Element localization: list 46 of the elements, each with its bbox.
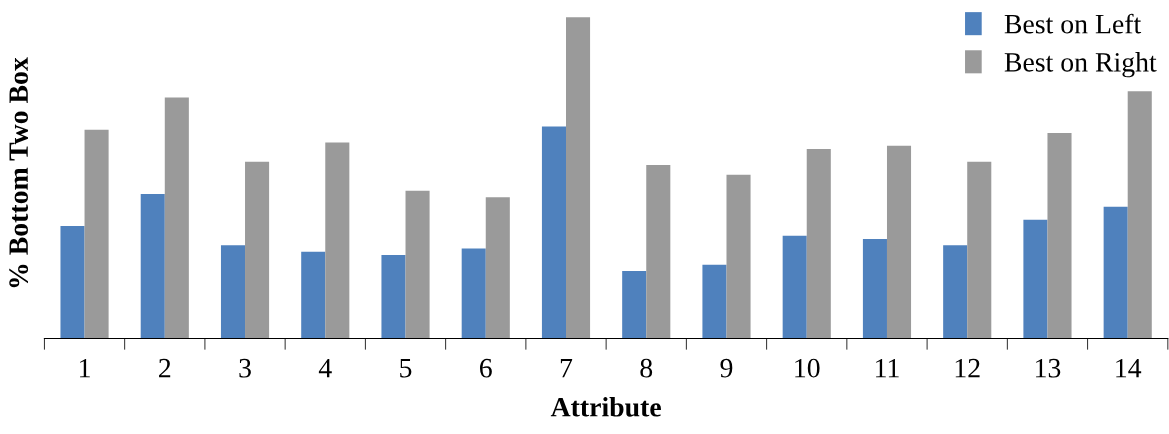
- legend-label: Best on Left: [1004, 13, 1142, 34]
- bar: [485, 197, 510, 339]
- x-tick-label: 10: [795, 358, 820, 378]
- bar: [164, 97, 189, 339]
- bar: [461, 248, 486, 339]
- bar: [782, 235, 807, 339]
- x-tick-label: 12: [955, 358, 980, 378]
- x-tick-label: 3: [239, 358, 251, 378]
- bar: [301, 251, 326, 339]
- bar: [140, 193, 165, 339]
- x-tick-label: 4: [318, 358, 332, 378]
- x-tick-label: 8: [640, 358, 653, 378]
- x-tick-label: 7: [560, 359, 573, 378]
- bar: [702, 264, 727, 339]
- bar: [381, 255, 406, 339]
- x-tick-label: 11: [876, 358, 899, 378]
- bar: [622, 271, 647, 339]
- bar: [60, 226, 85, 339]
- x-tick-label: 14: [1116, 358, 1142, 378]
- bar: [220, 245, 246, 339]
- x-tick-label: 6: [480, 358, 492, 378]
- bar: [84, 129, 109, 339]
- bar: [325, 142, 350, 339]
- x-tick-label: 2: [159, 358, 171, 378]
- bar: [943, 245, 968, 339]
- bar: [541, 126, 566, 339]
- bar: [862, 238, 887, 339]
- bar: [245, 161, 270, 339]
- x-tick-label: 13: [1036, 358, 1061, 378]
- bar: [967, 161, 992, 339]
- legend-label: Best on Right: [1004, 52, 1157, 78]
- bar: [886, 145, 912, 339]
- bar: [646, 165, 671, 339]
- bar: [1127, 91, 1152, 339]
- x-tick-label: 5: [400, 359, 412, 378]
- x-tick-label: 1: [80, 358, 90, 378]
- y-axis-title: % Bottom Two Box: [9, 57, 29, 288]
- bar: [1047, 132, 1072, 339]
- bar: [726, 174, 751, 339]
- x-tick-label: 9: [720, 358, 733, 378]
- bar: [1103, 206, 1128, 339]
- bar: [566, 17, 591, 339]
- bar: [806, 148, 831, 339]
- bar: [1023, 219, 1048, 339]
- bar: [405, 190, 430, 339]
- x-axis-title: Attribute: [550, 397, 661, 417]
